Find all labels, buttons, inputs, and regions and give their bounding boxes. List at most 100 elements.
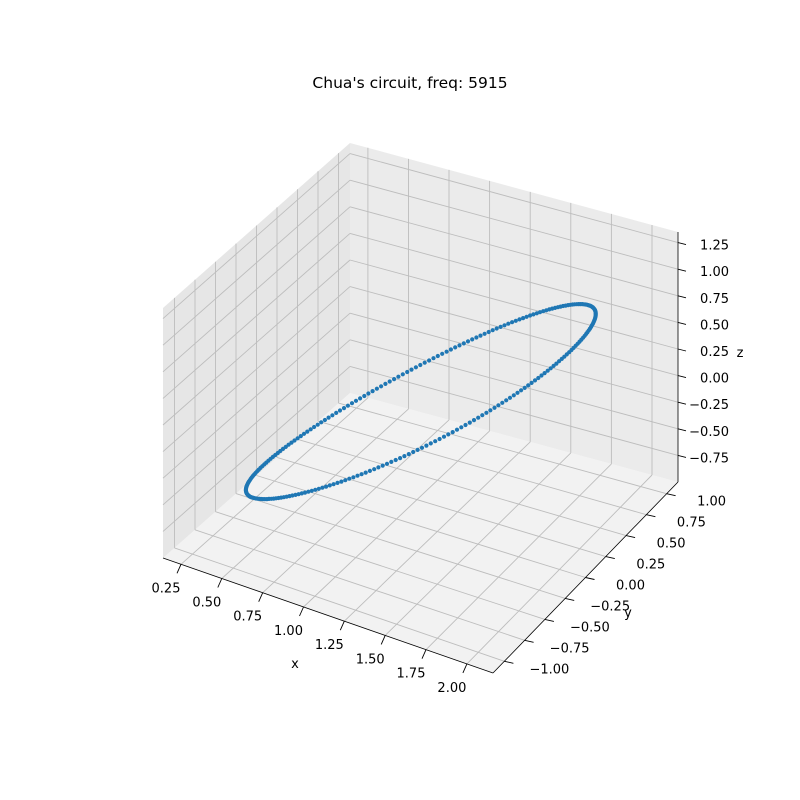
data-point <box>331 482 336 487</box>
z-grid-line <box>349 312 679 403</box>
data-point <box>345 403 350 408</box>
data-point <box>500 400 505 405</box>
z-tick <box>677 375 687 379</box>
data-point <box>470 337 475 342</box>
y-tick-label: −0.75 <box>550 641 590 656</box>
data-point <box>380 463 385 468</box>
x-tick-label: 1.25 <box>315 638 344 653</box>
data-point <box>319 420 324 425</box>
z-grid-line <box>349 232 679 323</box>
data-point <box>327 483 332 488</box>
data-point <box>355 473 360 478</box>
data-point <box>484 410 489 415</box>
data-point <box>478 333 483 338</box>
y-tick <box>524 639 534 643</box>
data-point <box>471 418 477 423</box>
data-point <box>362 393 367 399</box>
data-point <box>383 381 388 386</box>
data-point <box>509 320 515 325</box>
data-point <box>309 488 314 493</box>
data-point <box>454 427 460 432</box>
x-tick <box>217 578 223 588</box>
data-point <box>551 363 556 368</box>
data-point <box>486 329 491 335</box>
z-grid-line <box>162 259 351 426</box>
data-point <box>415 447 420 452</box>
data-point <box>507 395 513 400</box>
data-point <box>299 491 304 496</box>
data-point <box>545 368 550 373</box>
data-point <box>502 323 507 328</box>
data-point <box>424 443 429 448</box>
data-point <box>292 438 297 443</box>
data-point <box>334 410 339 415</box>
z-tick <box>677 454 687 458</box>
x-tick-label: 0.25 <box>152 581 181 596</box>
data-point <box>320 485 325 490</box>
data-point <box>349 401 355 406</box>
data-point <box>444 349 449 354</box>
data-point <box>521 316 526 321</box>
data-point <box>389 459 394 464</box>
data-point <box>528 313 533 318</box>
data-point <box>441 434 447 439</box>
z-grid-line <box>162 206 351 373</box>
y-tick-label: 0.00 <box>616 579 645 594</box>
data-point <box>372 467 377 472</box>
data-point <box>351 475 356 480</box>
data-point <box>313 487 318 492</box>
data-point <box>448 347 453 352</box>
data-point <box>519 388 524 393</box>
floor-pane <box>163 393 678 673</box>
data-point <box>513 318 518 323</box>
y-tick <box>646 514 656 518</box>
data-point <box>418 362 423 368</box>
z-tick-label: 1.00 <box>700 265 729 280</box>
z-grid-line <box>162 179 351 346</box>
data-point <box>571 345 576 350</box>
data-point <box>379 384 384 389</box>
z-grid-line <box>349 365 679 456</box>
data-point <box>435 353 440 359</box>
data-point <box>398 456 403 461</box>
z-grid-line <box>162 286 351 452</box>
data-point <box>358 396 363 401</box>
z-tick <box>677 268 687 272</box>
x-tick-label: 1.00 <box>274 624 303 639</box>
z-tick <box>677 348 687 352</box>
data-point <box>450 430 455 435</box>
data-point <box>542 371 547 376</box>
data-point <box>330 413 335 418</box>
data-point <box>492 405 497 410</box>
z-axis-label: z <box>737 346 744 361</box>
data-point <box>463 422 468 428</box>
z-grid-line <box>162 366 351 532</box>
data-point <box>298 434 303 439</box>
data-point <box>376 465 381 470</box>
z-grid-line <box>162 339 351 506</box>
data-point <box>392 377 397 382</box>
y-tick <box>605 556 615 560</box>
x-tick-label: 2.00 <box>437 681 466 696</box>
data-point <box>539 373 544 378</box>
z-grid-line <box>349 153 679 244</box>
data-point <box>343 478 348 483</box>
y-grid-line <box>317 420 647 516</box>
data-point <box>367 468 372 473</box>
z-grid-line <box>162 153 351 319</box>
y-tick-label: 0.25 <box>636 558 665 573</box>
data-point <box>440 351 445 356</box>
data-point <box>494 326 499 331</box>
z-tick-label: −0.75 <box>689 451 729 466</box>
data-point <box>374 386 379 391</box>
y-tick-label: −0.50 <box>570 620 610 635</box>
data-point <box>498 324 503 329</box>
data-point <box>406 452 411 457</box>
data-point <box>482 331 487 336</box>
y-tick-label: 0.75 <box>677 516 706 531</box>
data-point <box>326 415 331 420</box>
data-point <box>522 385 527 390</box>
x-tick <box>258 592 264 602</box>
data-point <box>366 391 371 396</box>
y-tick-label: 1.00 <box>697 495 726 510</box>
